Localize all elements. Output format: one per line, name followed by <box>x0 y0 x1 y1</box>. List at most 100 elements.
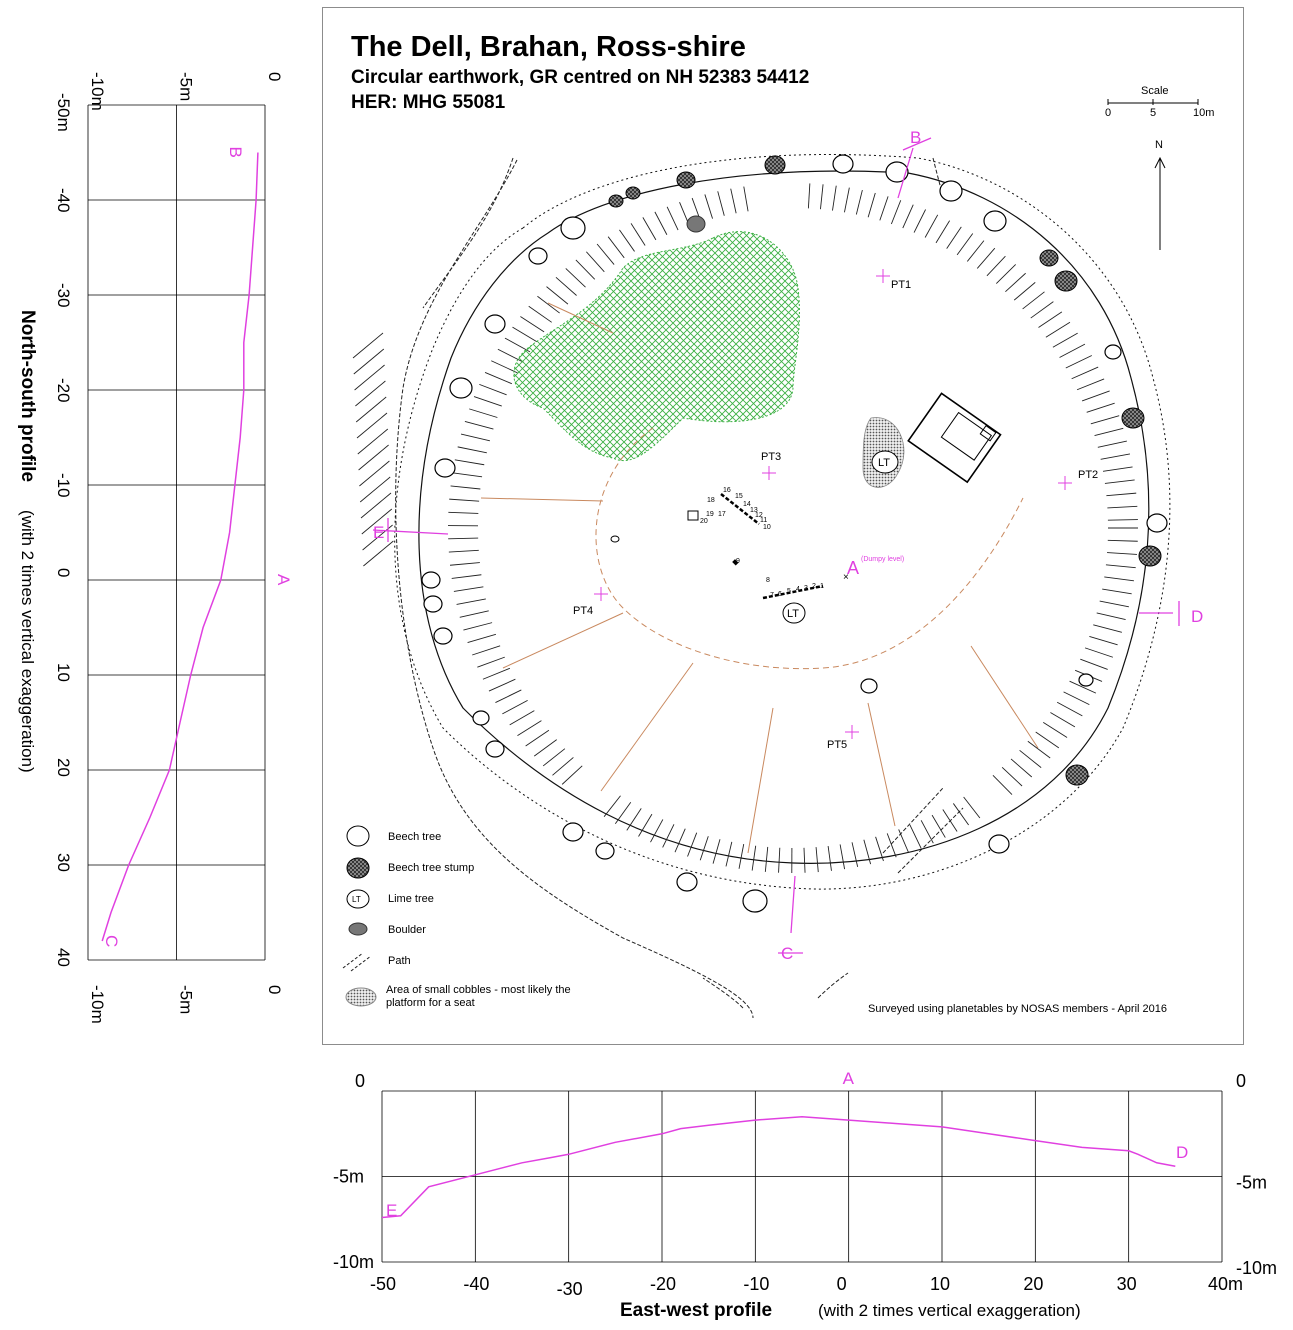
ew-x-tick: -10 <box>743 1274 769 1294</box>
profile-lines <box>372 137 1180 954</box>
beech-stump-icon <box>1039 249 1059 267</box>
dumpy-level-label: (Dumpy level) <box>861 556 904 563</box>
ns-grid <box>87 104 266 961</box>
ew-y-tick-right: 0 <box>1236 1071 1246 1091</box>
svg-text:LT: LT <box>352 895 361 904</box>
boulder-icon <box>348 922 368 936</box>
legend-cobbles-label: Area of small cobbles - most likely the … <box>386 984 571 1009</box>
dumpy-level-mark: × <box>843 572 849 583</box>
scale-label: Scale <box>1141 85 1169 97</box>
ew-y-tick-left: 0 <box>355 1071 365 1091</box>
site-plan-frame: The Dell, Brahan, Ross-shire Circular ea… <box>322 7 1244 1045</box>
ew-x-tick: 40m <box>1208 1274 1243 1294</box>
ew-x-tick: 0 <box>837 1274 847 1294</box>
ns-height-tick-bottom: 0 <box>265 985 284 994</box>
beech-tree-icon <box>1078 673 1094 687</box>
map-subtitle: Circular earthwork, GR centred on NH 523… <box>351 67 809 88</box>
beech-tree-icon <box>423 595 443 613</box>
map-title: The Dell, Brahan, Ross-shire <box>351 31 746 63</box>
survey-point-label: PT1 <box>891 279 911 291</box>
trench-number: 5 <box>787 588 791 595</box>
survey-point-label: PT4 <box>573 605 593 617</box>
profile-marker-c: C <box>781 944 793 963</box>
lime-tree-icon <box>346 889 370 909</box>
beech-tree-icon <box>988 834 1010 854</box>
beech-tree-icon <box>562 822 584 842</box>
beech-tree-icon <box>449 377 473 399</box>
beech-tree-icon <box>860 678 878 694</box>
ew-marker-e: E <box>386 1201 397 1220</box>
beech-tree-icon <box>983 210 1007 232</box>
beech-tree-icon <box>528 247 548 265</box>
beech-tree-icon <box>1104 344 1122 360</box>
svg-text:Boulder: Boulder <box>388 924 426 936</box>
ew-ticks: -50 -40 -30 -20 -10 0 10 20 30 40m 0 0 -5m -5m -10m -10… <box>333 1071 1277 1299</box>
beech-tree-icon <box>560 216 586 240</box>
inner-ditch-line <box>595 427 1024 670</box>
ns-distance-tick: 30 <box>54 853 73 872</box>
ew-y-tick-right: -5m <box>1236 1173 1267 1193</box>
profile-marker-e: E <box>373 523 384 542</box>
trench-number: 15 <box>735 493 743 500</box>
svg-text:LT: LT <box>878 457 890 469</box>
cobbles-icon <box>345 987 377 1007</box>
beech-tree-icon <box>1146 513 1168 533</box>
ns-marker-b: B <box>226 147 245 158</box>
ns-height-tick-bottom: -10m <box>88 985 107 1024</box>
legend-item-lime-tree: LT Lime tree <box>346 889 434 909</box>
beech-tree-icon <box>472 710 490 726</box>
ns-distance-tick: -30 <box>54 283 73 308</box>
legend: Beech tree Beech tree stump LT Lime tree… <box>342 825 571 1009</box>
legend-item-beech-tree: Beech tree <box>346 825 441 847</box>
trench-number: 19 <box>706 511 714 518</box>
ew-y-tick-left: -5m <box>333 1167 364 1187</box>
profile-marker-a: A <box>847 558 859 578</box>
cross-hatched-area <box>513 231 800 462</box>
ew-x-tick: 10 <box>930 1274 950 1294</box>
ns-distance-tick: -10 <box>54 473 73 498</box>
earthwork-bank <box>394 154 1171 890</box>
ew-title-suffix: (with 2 times vertical exaggeration) <box>818 1301 1081 1320</box>
beech-tree-icon <box>595 842 615 860</box>
ns-height-tick-top: -5m <box>177 72 196 101</box>
trench-number: 20 <box>700 518 708 525</box>
ew-x-tick: 20 <box>1023 1274 1043 1294</box>
site-plan: The Dell, Brahan, Ross-shire Circular ea… <box>342 31 1214 1019</box>
ns-height-tick-bottom: -5m <box>177 985 196 1014</box>
svg-text:Path: Path <box>388 955 411 967</box>
beech-stump-icon <box>625 186 641 200</box>
stone-structure <box>907 392 1002 484</box>
trench-number: 16 <box>723 487 731 494</box>
legend-item-path: Path <box>342 952 411 972</box>
beech-tree-icon <box>484 314 506 334</box>
beech-tree-icon <box>742 889 768 913</box>
beech-stump-icon <box>346 857 370 879</box>
beech-stump-icon <box>676 171 696 189</box>
trench-number: 17 <box>718 511 726 518</box>
ns-distance-tick: -40 <box>54 188 73 213</box>
legend-item-cobbles: Area of small cobbles - most likely the … <box>345 984 571 1009</box>
ew-x-tick: -20 <box>650 1274 676 1294</box>
ew-x-tick: 30 <box>1117 1274 1137 1294</box>
scale-bar: Scale 0 5 10m <box>1105 85 1214 119</box>
ns-title-bold: North-south profile <box>17 310 38 482</box>
ew-profile-line <box>381 1115 1176 1219</box>
trench-number: 14 <box>743 501 751 508</box>
east-west-profile-chart: -50 -40 -30 -20 -10 0 10 20 30 40m 0 0 -5m -5m -10m -10… <box>333 1069 1277 1321</box>
ew-x-tick: -30 <box>557 1279 583 1299</box>
ns-distance-tick: 10 <box>54 663 73 682</box>
ew-marker-d: D <box>1176 1143 1188 1162</box>
beech-stump-icon <box>764 155 786 175</box>
trench-number: 11 <box>760 517 767 524</box>
north-south-profile-chart: -50m -40 -30 -20 -10 0 10 20 30 40 0 0 -5m -5m -10m -10… <box>17 72 293 1024</box>
ns-distance-tick: 0 <box>54 568 73 577</box>
ns-marker-c: C <box>102 935 121 947</box>
beech-stump-icon <box>1065 764 1089 786</box>
beech-tree-icon <box>939 180 963 202</box>
svg-text:Beech tree stump: Beech tree stump <box>388 862 474 874</box>
ns-height-tick-top: 0 <box>265 72 284 81</box>
profile-marker-b: B <box>910 128 921 147</box>
profile-marker-d: D <box>1191 607 1203 626</box>
radial-lines <box>480 302 1039 854</box>
